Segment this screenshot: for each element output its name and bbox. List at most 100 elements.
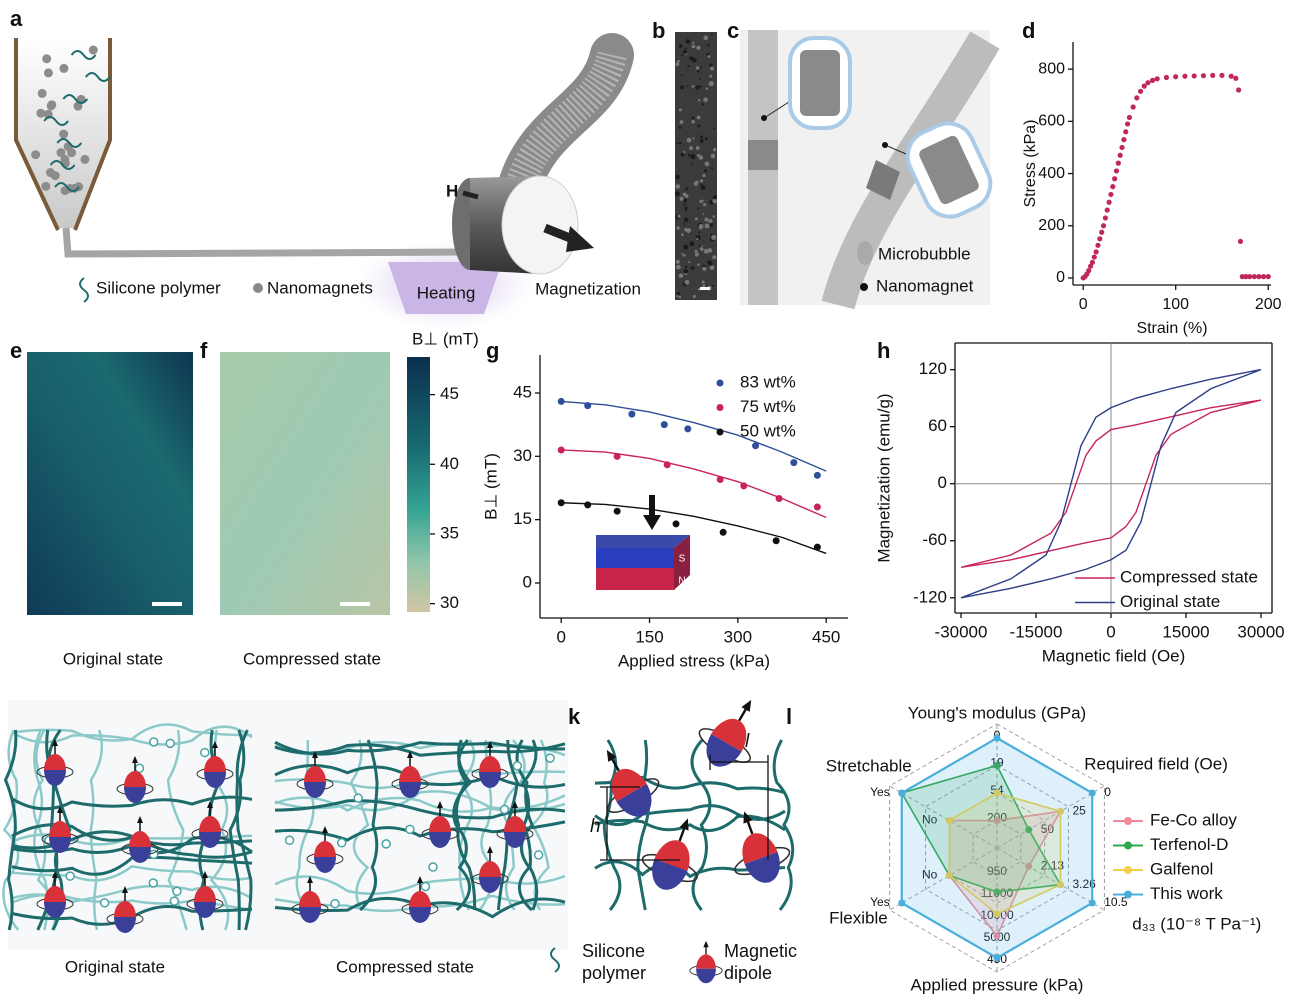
- pore: [695, 252, 699, 256]
- legend-label: Fe-Co alloy: [1150, 810, 1237, 829]
- micrograph: [675, 32, 717, 300]
- legend-marker: [1124, 842, 1132, 850]
- pore: [702, 265, 704, 267]
- point: [1155, 76, 1160, 81]
- y-tick-label: -120: [913, 587, 947, 606]
- nanomagnet: [36, 109, 45, 118]
- panel-label: f: [200, 338, 208, 363]
- pore: [709, 75, 712, 78]
- pore: [700, 139, 704, 143]
- pore: [680, 85, 684, 89]
- point: [752, 442, 759, 449]
- point: [664, 461, 671, 468]
- pore: [683, 193, 687, 197]
- point: [1123, 129, 1128, 134]
- pore: [700, 66, 702, 68]
- y-tick-label: 60: [928, 416, 947, 435]
- pore: [699, 85, 701, 87]
- pore: [687, 85, 689, 87]
- point: [1256, 274, 1261, 279]
- polymer-icon: [80, 278, 88, 302]
- nanomagnet: [51, 171, 60, 180]
- radar-point: [898, 900, 905, 907]
- point: [776, 495, 783, 502]
- point: [1247, 274, 1252, 279]
- point: [1201, 73, 1206, 78]
- point: [1210, 73, 1215, 78]
- crosslink: [501, 805, 509, 813]
- pore: [702, 103, 704, 105]
- pore: [684, 217, 688, 221]
- pore: [712, 285, 714, 287]
- crosslink: [406, 825, 414, 833]
- legend-label: Original state: [1120, 592, 1220, 611]
- caption: Compressed state: [336, 957, 474, 976]
- point: [1095, 243, 1100, 248]
- pore: [692, 85, 695, 88]
- point: [1118, 153, 1123, 158]
- point: [1099, 230, 1104, 235]
- point: [790, 459, 797, 466]
- magnet-south: [596, 548, 674, 568]
- nanomagnet: [80, 155, 89, 164]
- pore: [679, 296, 681, 298]
- crosslink: [66, 872, 74, 880]
- crosslink: [149, 879, 157, 887]
- x-tick-label: -15000: [1010, 622, 1063, 641]
- pore: [689, 146, 693, 150]
- point: [1103, 215, 1108, 220]
- pore: [713, 195, 717, 199]
- crosslink: [338, 839, 346, 847]
- pore: [677, 215, 680, 218]
- magnet-north: [596, 568, 674, 590]
- pore: [704, 217, 708, 221]
- panel-label: h: [877, 338, 890, 363]
- pore: [679, 273, 683, 277]
- radar-point: [1089, 790, 1096, 797]
- pore: [686, 53, 688, 55]
- figure-canvas: a b c d e f g h i j k l H Silicone polym…: [0, 0, 1293, 1000]
- point: [614, 453, 621, 460]
- x-tick-label: 450: [812, 627, 840, 646]
- pore: [703, 97, 708, 102]
- point: [661, 421, 668, 428]
- nanomagnet: [47, 100, 56, 109]
- legend-label: 50 wt%: [740, 421, 796, 440]
- nanomagnet-icon: [860, 283, 868, 291]
- radar-area: [902, 738, 1093, 958]
- panel-label: b: [652, 18, 665, 43]
- pore: [675, 175, 680, 180]
- caption: Compressed state: [243, 649, 381, 668]
- pore: [708, 219, 712, 223]
- point: [814, 472, 821, 479]
- point: [740, 482, 747, 489]
- y-tick-label: 15: [513, 509, 532, 528]
- point: [628, 411, 635, 418]
- nanomagnet: [59, 64, 68, 73]
- point: [1145, 80, 1150, 85]
- x-tick-label: 300: [724, 627, 752, 646]
- crosslink: [331, 900, 339, 908]
- pore: [700, 179, 703, 182]
- point: [1219, 73, 1224, 78]
- caption: Original state: [63, 649, 163, 668]
- magnet-top: [596, 535, 690, 548]
- pore: [707, 260, 712, 265]
- pore: [705, 137, 708, 140]
- point: [1182, 74, 1187, 79]
- panel-label: l: [786, 704, 792, 729]
- legend-marker: [1124, 891, 1132, 899]
- nanomagnet: [89, 46, 98, 55]
- x-tick-label: 0: [1079, 296, 1088, 313]
- legend-marker: [717, 404, 724, 411]
- radar-point: [994, 735, 1001, 742]
- pore: [687, 138, 692, 143]
- pore: [702, 281, 705, 284]
- crosslink: [535, 851, 543, 859]
- radar-tick-label: 0: [1104, 785, 1111, 799]
- pore: [694, 182, 698, 186]
- nanomagnet: [44, 68, 53, 77]
- point: [720, 529, 727, 536]
- point: [1116, 161, 1121, 166]
- radar-axis-label: Required field (Oe): [1084, 754, 1228, 773]
